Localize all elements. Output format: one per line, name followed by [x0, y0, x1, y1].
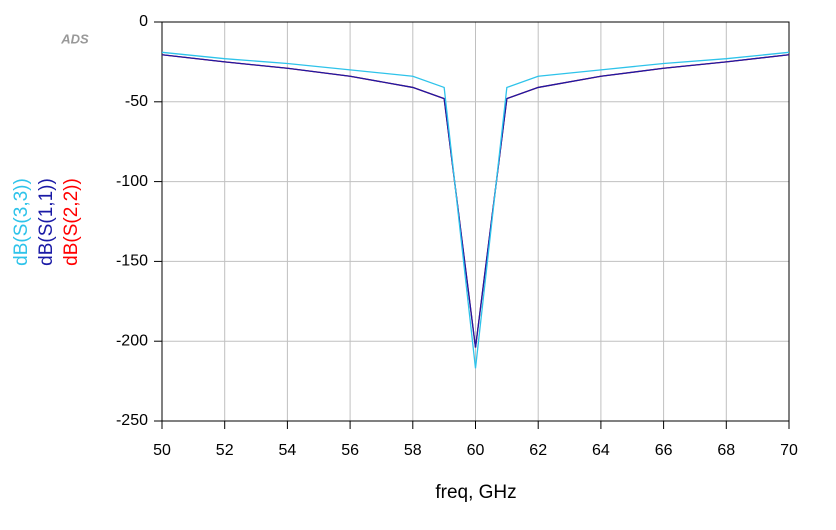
series-line: [161, 54, 790, 348]
x-tick-label: 60: [467, 442, 485, 459]
series-line: [161, 51, 790, 369]
plot-frame: [161, 21, 790, 422]
y-tick-label: -250: [116, 412, 148, 429]
y-tick-label: -100: [116, 173, 148, 190]
legend-label: dB(S(1,1)): [36, 178, 57, 266]
x-tick-label: 52: [216, 442, 234, 459]
x-tick-label: 58: [404, 442, 422, 459]
x-tick-label: 64: [592, 442, 610, 459]
y-tick-label: -50: [125, 93, 148, 110]
x-tick-label: 66: [655, 442, 673, 459]
y-tick-label: -150: [116, 253, 148, 270]
watermark: ADS: [60, 31, 89, 46]
legend-label: dB(S(2,2)): [61, 178, 82, 266]
x-axis-label: freq, GHz: [435, 482, 516, 503]
x-tick-label: 62: [529, 442, 547, 459]
x-tick-label: 68: [717, 442, 735, 459]
x-tick-label: 50: [153, 442, 171, 459]
x-tick-label: 56: [341, 442, 359, 459]
x-tick-label: 54: [279, 442, 297, 459]
legend-label: dB(S(3,3)): [11, 178, 32, 266]
x-tick-label: 70: [780, 442, 798, 459]
y-tick-label: -200: [116, 332, 148, 349]
y-tick-label: 0: [139, 13, 148, 30]
